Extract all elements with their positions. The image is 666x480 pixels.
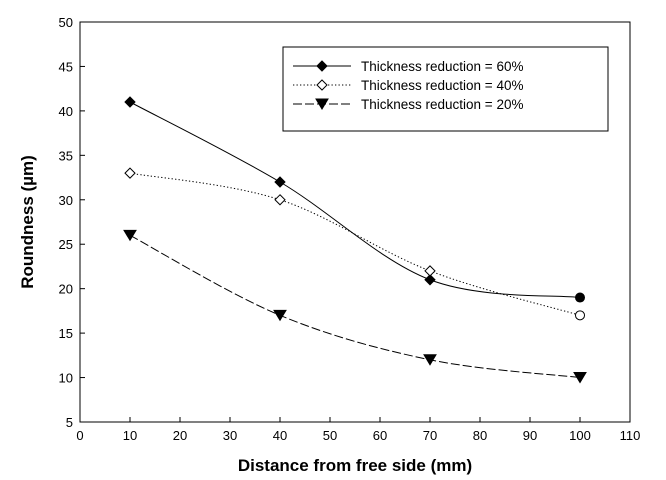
series-2 [124, 167, 585, 321]
legend-item: Thickness reduction = 20% [293, 97, 523, 112]
x-tick-label: 90 [523, 428, 537, 443]
series-line [129, 101, 581, 299]
data-point [124, 167, 136, 179]
legend-label: Thickness reduction = 40% [361, 78, 523, 93]
y-tick-label: 30 [59, 193, 73, 208]
data-point [575, 292, 585, 303]
data-point [124, 96, 136, 108]
y-tick-label: 40 [59, 104, 73, 119]
y-axis-title: Roundness (µm) [18, 155, 37, 289]
x-axis-title: Distance from free side (mm) [238, 456, 472, 475]
y-axis-ticks: 5 10 15 20 25 30 35 40 45 50 [59, 15, 85, 430]
legend-item: Thickness reduction = 40% [293, 78, 523, 93]
legend-marker [316, 60, 328, 72]
x-tick-label: 20 [173, 428, 187, 443]
series-line [129, 172, 581, 316]
legend-box [282, 46, 609, 132]
y-tick-label: 20 [59, 282, 73, 297]
series-line [129, 234, 581, 379]
data-point [274, 194, 286, 206]
x-tick-label: 110 [620, 428, 641, 443]
x-tick-label: 80 [473, 428, 487, 443]
y-tick-label: 10 [59, 371, 73, 386]
data-point [423, 354, 437, 366]
data-point [573, 372, 587, 384]
x-tick-label: 50 [323, 428, 337, 443]
x-tick-label: 70 [423, 428, 437, 443]
data-point [123, 229, 137, 242]
x-tick-label: 60 [373, 428, 387, 443]
legend-marker [315, 98, 329, 110]
y-tick-label: 15 [59, 326, 73, 341]
x-tick-label: 10 [123, 428, 137, 443]
data-point [575, 310, 585, 321]
legend-label: Thickness reduction = 20% [361, 97, 523, 112]
x-tick-label: 40 [273, 428, 287, 443]
legend-label: Thickness reduction = 60% [361, 59, 523, 74]
y-tick-label: 50 [59, 15, 73, 30]
y-tick-label: 25 [59, 237, 73, 252]
series-3 [123, 229, 587, 384]
series-1 [124, 96, 585, 303]
y-tick-label: 45 [59, 59, 73, 74]
x-tick-label: 0 [76, 428, 83, 443]
x-axis-ticks: 0 10 20 30 40 50 60 70 80 90 100 110 [76, 417, 640, 443]
y-tick-label: 35 [59, 148, 73, 163]
y-tick-label: 5 [66, 415, 73, 430]
x-tick-label: 100 [569, 428, 591, 443]
series-layer [123, 96, 587, 384]
x-tick-label: 30 [223, 428, 237, 443]
legend-item: Thickness reduction = 60% [293, 59, 523, 74]
data-point [424, 274, 436, 286]
data-point [273, 309, 287, 322]
legend-marker [316, 79, 328, 91]
data-point [274, 176, 286, 188]
data-point [424, 265, 436, 277]
legend: Thickness reduction = 60% Thickness reduc… [282, 46, 609, 132]
